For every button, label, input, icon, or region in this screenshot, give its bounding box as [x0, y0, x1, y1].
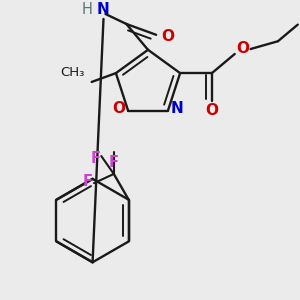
Text: O: O [236, 40, 249, 56]
Text: H: H [82, 2, 93, 16]
Text: O: O [206, 103, 218, 118]
Text: F: F [83, 174, 93, 189]
Text: CH₃: CH₃ [60, 65, 85, 79]
Text: O: O [162, 29, 175, 44]
Text: N: N [170, 101, 183, 116]
Text: N: N [97, 2, 110, 16]
Text: O: O [113, 101, 126, 116]
Text: F: F [109, 154, 119, 169]
Text: F: F [90, 151, 100, 166]
